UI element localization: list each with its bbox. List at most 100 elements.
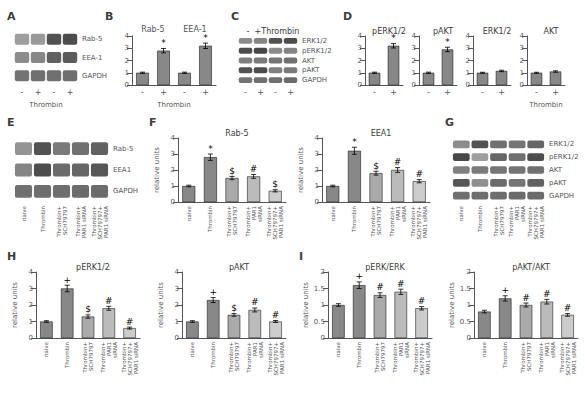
svg-text:Rab-5: Rab-5 [82,35,102,43]
svg-text:naive: naive [458,205,464,221]
svg-text:-: - [141,88,144,97]
svg-text:0: 0 [175,334,179,342]
svg-text:1.5: 1.5 [460,285,471,293]
svg-text:ERK1/2: ERK1/2 [549,140,574,148]
svg-text:#: # [543,289,551,299]
svg-text:Thrombin: Thrombin [28,101,62,109]
svg-text:SCH79797: SCH79797 [526,342,532,371]
svg-text:0: 0 [358,81,362,89]
svg-text:relative units: relative units [11,282,19,328]
svg-text:Thrombin: Thrombin [502,341,508,369]
svg-text:Thrombin: Thrombin [210,341,216,369]
svg-text:Thrombin: Thrombin [156,101,190,109]
svg-text:naive: naive [481,341,487,357]
svg-text:G: G [445,116,454,129]
svg-text:2: 2 [175,301,179,309]
svg-text:*: * [161,38,166,48]
svg-text:siRNA: siRNA [520,206,526,222]
svg-text:SCH79797: SCH79797 [499,206,505,235]
svg-text:I: I [299,250,303,263]
svg-text:+: + [202,88,209,97]
svg-text:$: $ [85,304,91,314]
svg-text:2: 2 [321,268,325,276]
svg-text:pAKT/AKT: pAKT/AKT [512,263,550,272]
svg-text:#: # [564,303,572,313]
svg-text:ERK1/2: ERK1/2 [483,27,512,36]
svg-text:naive: naive [21,205,27,221]
svg-text:2: 2 [125,57,129,65]
svg-text:Thrombin: Thrombin [40,205,46,233]
svg-text:F: F [149,116,157,129]
svg-text:+: + [498,88,505,97]
svg-text:*: * [352,137,357,147]
svg-text:SCH79797: SCH79797 [234,342,240,371]
svg-text:$: $ [229,166,235,176]
svg-text:4: 4 [358,32,363,40]
svg-text:4: 4 [29,268,34,276]
svg-text:E: E [7,116,15,129]
svg-text:PAR1 siRNA: PAR1 siRNA [279,342,285,374]
svg-text:EEA-1: EEA-1 [82,54,102,62]
svg-text:0: 0 [29,334,33,342]
svg-text:0.5: 0.5 [460,318,471,326]
svg-text:+: + [390,88,397,97]
svg-text:Rab-5: Rab-5 [225,129,248,138]
svg-text:0: 0 [171,198,175,206]
svg-text:-: - [535,88,538,97]
svg-text:GAPDH: GAPDH [82,72,107,80]
svg-text:SCH79797: SCH79797 [88,342,94,371]
svg-text:siRNA: siRNA [112,342,118,358]
svg-text:Thrombin: Thrombin [356,341,362,369]
svg-text:H: H [7,250,16,263]
svg-text:*: * [203,33,208,43]
svg-text:4: 4 [175,268,180,276]
svg-text:1.5: 1.5 [314,285,325,293]
svg-text:pAKT: pAKT [549,179,567,187]
svg-text:3: 3 [315,150,319,158]
svg-text:ERK1/2: ERK1/2 [302,37,327,45]
svg-text:#: # [415,169,423,179]
svg-text:pAKT: pAKT [229,263,249,272]
svg-text:1: 1 [520,69,524,77]
svg-text:+: + [63,275,71,285]
svg-text:$: $ [272,179,278,189]
svg-text:#: # [250,164,258,174]
svg-text:GAPDH: GAPDH [113,187,138,195]
svg-text:Rab-5: Rab-5 [141,25,164,34]
svg-text:4: 4 [466,32,471,40]
svg-text:1: 1 [175,318,179,326]
svg-text:GAPDH: GAPDH [302,76,327,84]
svg-text:1: 1 [358,69,362,77]
svg-text:#: # [394,157,402,167]
svg-text:PAR1 siRNA: PAR1 siRNA [133,342,139,374]
svg-text:PAR1 siRNA: PAR1 siRNA [571,342,577,374]
svg-text:PAR1 siRNA: PAR1 siRNA [422,206,428,238]
svg-text:#: # [126,317,134,327]
svg-text:siRNA: siRNA [258,342,264,358]
svg-text:naive: naive [43,341,49,357]
svg-text:+: + [160,88,167,97]
svg-text:#: # [272,310,280,320]
svg-text:Thrombin: Thrombin [207,205,213,233]
svg-text:-: - [373,88,376,97]
svg-text:relative units: relative units [302,282,310,328]
svg-text:3: 3 [358,44,362,52]
svg-text:3: 3 [466,44,470,52]
svg-text:C: C [231,10,239,23]
svg-text:Thrombin: Thrombin [528,101,562,109]
svg-text:pERK1/2: pERK1/2 [372,27,406,36]
svg-text:#: # [418,296,426,306]
svg-text:+: + [287,88,294,97]
svg-text:Thrombin: Thrombin [351,205,357,233]
svg-text:$: $ [373,161,379,171]
svg-text:0: 0 [466,81,470,89]
svg-text:- +Thrombin: - +Thrombin [247,27,300,36]
svg-text:0: 0 [467,334,471,342]
svg-text:+: + [355,271,363,281]
svg-text:siRNA: siRNA [401,206,407,222]
svg-text:2: 2 [412,57,416,65]
svg-text:1: 1 [315,182,319,190]
svg-text:#: # [397,279,405,289]
svg-text:1: 1 [467,301,471,309]
svg-text:SCH79797: SCH79797 [232,206,238,235]
